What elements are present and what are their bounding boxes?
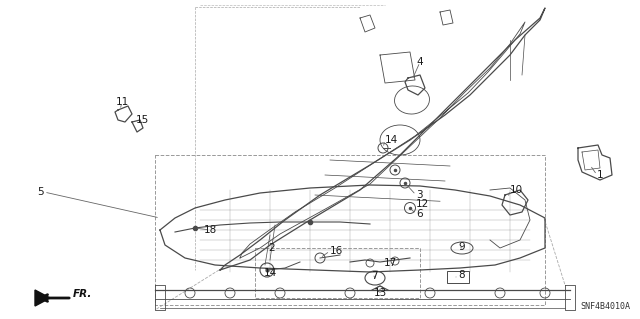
Text: 3: 3 (416, 190, 422, 200)
Text: 4: 4 (417, 57, 423, 67)
Text: 14: 14 (385, 135, 398, 145)
Text: 16: 16 (330, 246, 343, 256)
Text: 6: 6 (416, 209, 422, 219)
Text: 17: 17 (384, 258, 397, 268)
Text: 11: 11 (115, 97, 129, 107)
Bar (255, 248, 420, 298)
Text: 12: 12 (416, 199, 429, 209)
Text: 5: 5 (37, 187, 44, 197)
Text: 8: 8 (458, 270, 465, 280)
Text: FR.: FR. (73, 289, 92, 299)
Text: 15: 15 (136, 115, 149, 125)
Text: 1: 1 (597, 170, 604, 180)
Text: 14: 14 (264, 268, 276, 278)
Bar (447, 271, 469, 283)
Text: 7: 7 (371, 271, 378, 281)
Polygon shape (35, 290, 50, 306)
Text: 18: 18 (204, 225, 216, 235)
Bar (155, 155, 545, 305)
Text: 13: 13 (373, 288, 387, 298)
Text: 9: 9 (458, 242, 465, 252)
Text: SNF4B4010A: SNF4B4010A (580, 302, 630, 311)
Text: 2: 2 (269, 243, 275, 253)
Text: 10: 10 (510, 185, 523, 195)
